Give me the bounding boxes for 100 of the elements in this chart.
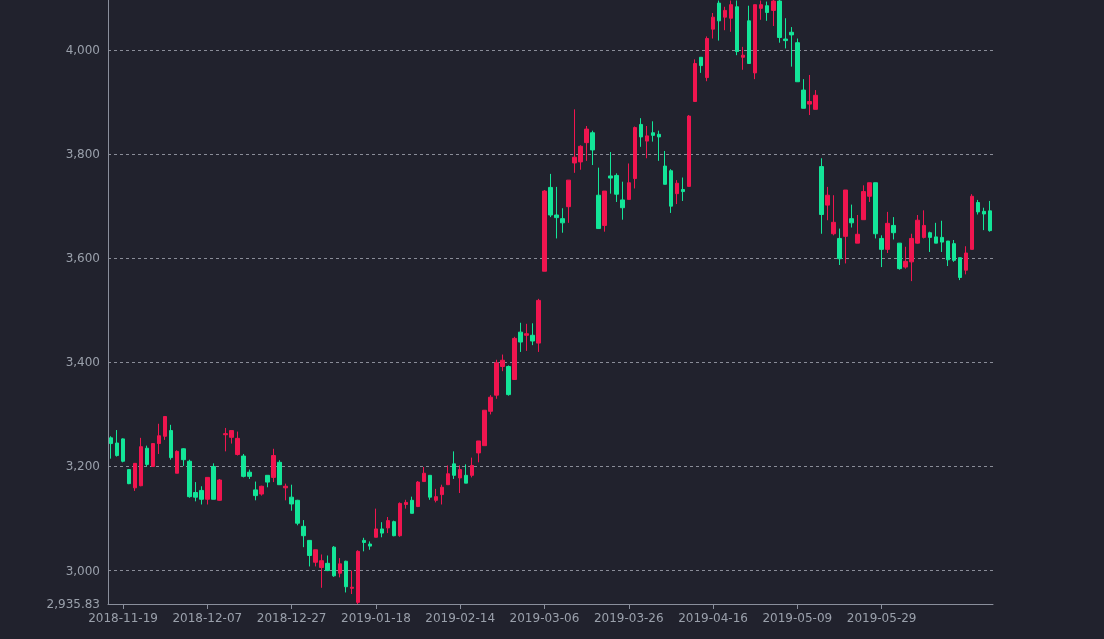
candlestick xyxy=(705,35,709,82)
candlestick xyxy=(157,423,161,455)
candlestick xyxy=(590,130,595,166)
x-tick-label: 2019-04-16 xyxy=(678,611,748,625)
candlestick xyxy=(338,557,342,578)
candlestick xyxy=(687,114,691,187)
x-tick-label: 2018-12-07 xyxy=(172,611,243,625)
candlestick xyxy=(127,468,131,485)
candlestick xyxy=(181,447,186,467)
candlestick xyxy=(410,496,414,514)
candlestick xyxy=(753,4,757,80)
candlestick xyxy=(958,257,962,281)
candlestick xyxy=(602,190,607,233)
candlestick xyxy=(928,231,932,253)
candlestick xyxy=(771,0,776,27)
candlestick xyxy=(795,38,800,83)
candlestick xyxy=(843,189,848,264)
candlestick xyxy=(458,464,462,494)
candlestick xyxy=(211,462,216,500)
candlestick xyxy=(789,26,794,68)
candlestick xyxy=(428,474,432,501)
candlestick xyxy=(765,1,769,22)
x-tick-label: 2019-03-06 xyxy=(509,611,580,625)
candlestick xyxy=(506,364,511,397)
x-tick-label: 2018-11-19 xyxy=(88,611,158,625)
candlestick xyxy=(831,194,836,236)
candlestick xyxy=(735,0,739,56)
candlestick xyxy=(596,167,601,230)
candlestick xyxy=(777,0,782,44)
candlestick xyxy=(729,0,733,33)
y-tick-label: 2,935.83 xyxy=(46,597,100,611)
candlestick xyxy=(530,322,535,346)
candlestick xyxy=(988,200,992,233)
candlestick xyxy=(332,545,336,578)
candlestick xyxy=(885,211,890,254)
candlestick xyxy=(693,58,697,103)
y-tick-label: 4,000 xyxy=(65,42,100,57)
x-tick-label: 2019-02-14 xyxy=(425,611,496,625)
candlestick xyxy=(970,193,974,250)
candlestick xyxy=(891,216,896,240)
candlestick xyxy=(940,220,944,253)
y-tick-label: 3,200 xyxy=(65,459,100,474)
candlestick xyxy=(470,457,474,478)
candlestick xyxy=(374,508,378,538)
candlestick xyxy=(536,298,541,353)
candlestick xyxy=(663,150,667,185)
candlestick xyxy=(633,126,637,189)
candlestick xyxy=(783,17,788,49)
candlestick xyxy=(139,437,143,487)
candlestick xyxy=(946,240,950,267)
candlestick xyxy=(350,570,354,595)
candlestick xyxy=(265,474,270,488)
candlestick xyxy=(675,179,679,205)
candlestick xyxy=(368,540,372,551)
candlestick xyxy=(271,448,276,483)
candlestick xyxy=(512,336,517,381)
candlestick xyxy=(837,228,842,266)
candlestick xyxy=(518,322,523,353)
candlestick xyxy=(398,501,402,538)
candlestick xyxy=(175,449,179,474)
y-tick-label: 3,800 xyxy=(65,147,100,162)
candlestick xyxy=(934,222,938,244)
candlestick xyxy=(542,189,547,272)
candlestick xyxy=(133,462,137,492)
candlestick xyxy=(163,415,167,441)
candlestick xyxy=(669,168,673,214)
candlestick xyxy=(109,435,113,460)
candlestick xyxy=(205,476,210,505)
candlestick xyxy=(849,204,854,229)
candlestick xyxy=(620,181,625,221)
candlestick xyxy=(253,481,258,501)
candlestick xyxy=(283,483,288,501)
x-tick-label: 2018-12-27 xyxy=(256,611,327,625)
candlestick xyxy=(922,209,926,239)
candlestick xyxy=(434,488,438,503)
x-tick-label: 2019-05-29 xyxy=(846,611,917,625)
candlestick xyxy=(759,0,763,21)
x-tick-label: 2019-03-26 xyxy=(593,611,664,625)
candlestick xyxy=(819,157,824,235)
candlestick xyxy=(386,516,390,534)
candlestick xyxy=(404,499,408,510)
candlestick xyxy=(873,182,878,239)
candlestick xyxy=(344,560,348,593)
candlestick xyxy=(699,56,703,74)
candlestick xyxy=(452,450,456,480)
x-tick-label: 2019-05-09 xyxy=(762,611,833,625)
candlestick xyxy=(723,6,727,31)
candlestick xyxy=(259,485,264,497)
candlestick xyxy=(976,199,980,215)
candlestick xyxy=(277,459,282,486)
candlestick xyxy=(301,519,306,548)
candlestick xyxy=(566,179,571,224)
candlestick xyxy=(801,78,806,109)
candlestick xyxy=(627,162,631,200)
candlestick xyxy=(711,12,715,40)
candlestick xyxy=(741,46,745,71)
candlestick xyxy=(879,234,884,268)
candlestick xyxy=(440,484,444,505)
candlestick xyxy=(897,242,902,271)
candlestick xyxy=(524,323,529,352)
